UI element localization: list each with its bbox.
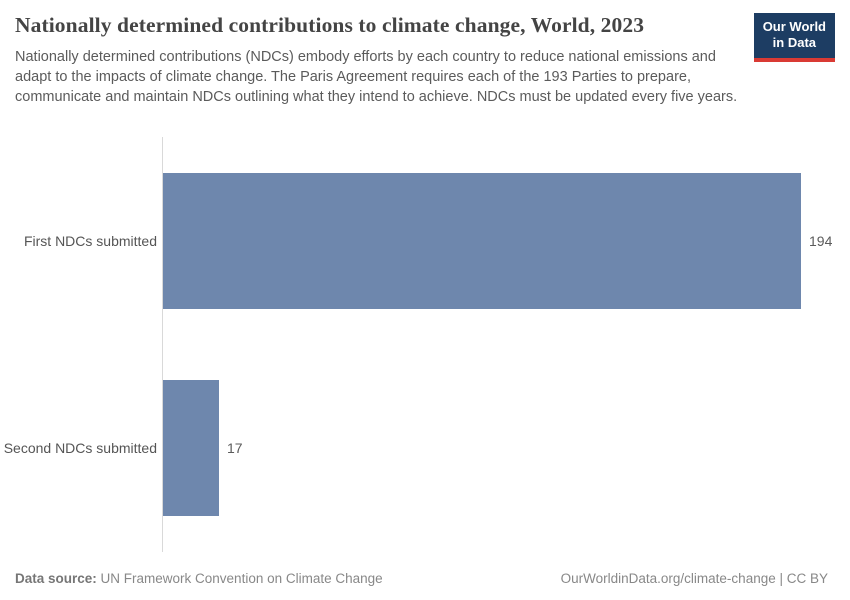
credit-link[interactable]: OurWorldinData.org/climate-change | CC B… xyxy=(560,571,828,586)
chart-header: Nationally determined contributions to c… xyxy=(0,0,850,108)
value-label: 194 xyxy=(809,232,833,249)
bar-row: Second NDCs submitted 17 xyxy=(0,345,850,553)
logo-line-2: in Data xyxy=(772,35,817,51)
category-label: First NDCs submitted xyxy=(23,232,157,249)
bar-row: First NDCs submitted 194 xyxy=(0,137,850,345)
chart-title: Nationally determined contributions to c… xyxy=(15,13,645,37)
bar xyxy=(163,380,219,517)
data-source-text: UN Framework Convention on Climate Chang… xyxy=(96,571,383,586)
owid-logo[interactable]: Our World in Data xyxy=(753,13,835,62)
bar-rows-container: First NDCs submitted 194 Second NDCs submi… xyxy=(0,137,850,552)
bar xyxy=(163,172,801,309)
category-label: Second NDCs submitted xyxy=(3,440,157,457)
header-text-block: Nationally determined contributions to c… xyxy=(15,13,750,108)
logo-line-1: Our World xyxy=(762,19,826,34)
bar-chart: First NDCs submitted 194 Second NDCs submi… xyxy=(0,137,850,552)
chart-footer: Data source: UN Framework Convention on … xyxy=(0,571,850,586)
data-source-label: Data source: xyxy=(15,571,97,586)
value-label: 17 xyxy=(227,440,243,457)
data-source: Data source: UN Framework Convention on … xyxy=(15,571,383,586)
y-axis-line xyxy=(162,137,163,552)
chart-subtitle: Nationally determined contributions (NDC… xyxy=(15,48,738,106)
